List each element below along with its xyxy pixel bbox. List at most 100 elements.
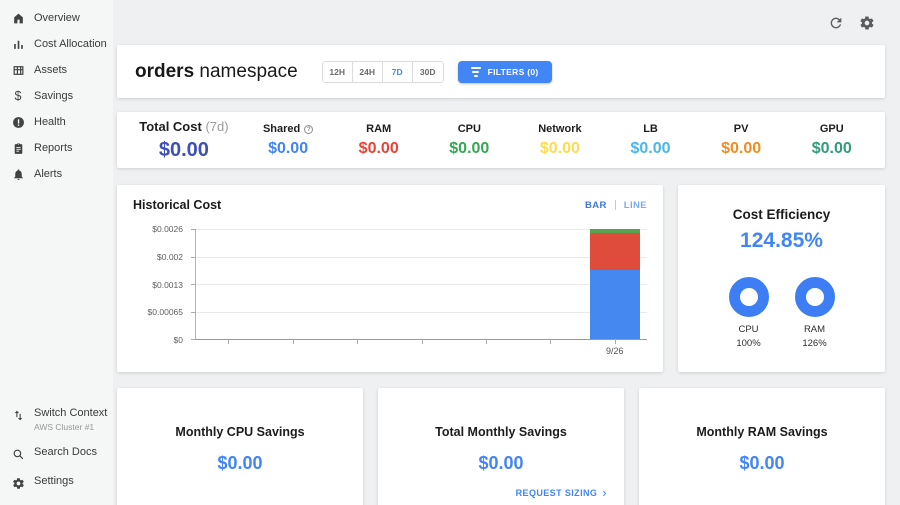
time-range-24h[interactable]: 24H — [352, 61, 383, 82]
filters-button[interactable]: FILTERS (0) — [457, 60, 552, 83]
search-icon — [11, 447, 25, 461]
savings-value: $0.00 — [739, 453, 785, 473]
savings-row: Monthly CPU Savings $0.00 Total Monthly … — [117, 388, 885, 505]
gridline — [196, 284, 647, 285]
efficiency-title: Cost Efficiency — [732, 207, 831, 222]
time-range-30d[interactable]: 30D — [412, 61, 443, 82]
x-axis-tick — [421, 339, 423, 344]
gauge-percent: 100% — [736, 338, 761, 350]
x-axis-tick — [614, 339, 616, 344]
y-axis-tick-label: $0 — [173, 335, 183, 345]
y-axis-tick — [191, 339, 196, 340]
x-axis-tick — [550, 339, 552, 344]
sidebar-item-label: Cost Allocation — [34, 38, 107, 50]
view-option-bar[interactable]: BAR — [584, 199, 607, 211]
time-range-12h[interactable]: 12H — [322, 61, 353, 82]
sidebar-footer: Switch Context AWS Cluster #1 Search Doc… — [0, 400, 113, 497]
historical-cost-chart: $0.0026 $0.002 $0.0013 $0.00065 $0 9/26 — [133, 224, 651, 362]
sidebar-item-label: Overview — [34, 12, 80, 24]
stacked-bar[interactable] — [589, 228, 640, 339]
dollar-icon: $ — [14, 89, 22, 103]
cost-efficiency-card: Cost Efficiency 124.85% CPU 100% RAM — [678, 185, 885, 372]
y-axis-tick-label: $0.0013 — [152, 279, 183, 290]
sidebar-item-reports[interactable]: Reports — [0, 135, 113, 161]
x-axis-tick — [228, 339, 230, 344]
sidebar-item-label: Assets — [34, 64, 68, 76]
savings-title: Monthly CPU Savings — [175, 425, 305, 439]
toggle-divider — [614, 200, 616, 210]
sidebar-item-savings[interactable]: $ Savings — [0, 83, 113, 109]
request-sizing-link[interactable]: REQUEST SIZING › — [516, 486, 607, 499]
chart-view-toggle: BAR LINE — [585, 200, 647, 211]
historical-cost-plot: 9/26 — [191, 228, 647, 356]
y-axis-tick — [191, 284, 196, 285]
y-axis-tick-label: $0.0026 — [152, 224, 183, 234]
switch-context-label: Switch Context — [34, 407, 108, 419]
donut-ring-icon — [728, 277, 769, 317]
alert-circle-icon — [11, 115, 25, 129]
gauge-label: CPU — [738, 324, 759, 335]
metric-label: PV — [733, 122, 749, 135]
view-option-line[interactable]: LINE — [623, 199, 647, 211]
total-monthly-savings-card: Total Monthly Savings $0.00 REQUEST SIZI… — [378, 388, 624, 505]
metric-pv: PV $0.00 — [696, 123, 787, 158]
sidebar-item-alerts[interactable]: Alerts — [0, 161, 113, 187]
metric-value: $0.00 — [158, 138, 209, 161]
filter-list-icon — [470, 66, 481, 77]
gauge-label: RAM — [803, 324, 826, 335]
namespace-name: orders — [135, 60, 195, 82]
metric-label: LB — [643, 122, 658, 135]
sidebar-item-search-docs[interactable]: Search Docs — [0, 439, 113, 468]
main-content: orders namespace 12H 24H 7D 30D FILTERS … — [113, 0, 900, 505]
metric-shared: Shared? $0.00 — [243, 123, 334, 158]
sidebar-item-settings[interactable]: Settings — [0, 468, 113, 497]
y-axis-tick — [191, 256, 196, 258]
page-title: orders namespace — [135, 61, 298, 83]
bar-segment-green-segment — [589, 228, 640, 233]
sidebar-item-cost-allocation[interactable]: Cost Allocation — [0, 31, 113, 57]
metric-lb: LB $0.00 — [605, 123, 696, 158]
y-axis-tick — [191, 311, 196, 313]
chart-title: Historical Cost — [133, 198, 222, 212]
clipboard-icon — [11, 141, 25, 155]
savings-value: $0.00 — [217, 453, 263, 473]
bell-icon — [11, 167, 25, 181]
page-header-card: orders namespace 12H 24H 7D 30D FILTERS … — [117, 45, 885, 98]
filters-button-label: FILTERS (0) — [487, 66, 539, 77]
monthly-ram-savings-card: Monthly RAM Savings $0.00 — [639, 388, 885, 505]
swap-vertical-icon — [11, 408, 25, 422]
metric-value: $0.00 — [811, 139, 852, 157]
home-icon — [11, 11, 25, 25]
gear-icon — [11, 476, 25, 490]
sidebar-item-label: Health — [34, 116, 66, 128]
info-icon[interactable]: ? — [304, 124, 314, 134]
namespace-word: namespace — [199, 60, 298, 82]
metric-ram: RAM $0.00 — [333, 123, 424, 158]
time-range-7d[interactable]: 7D — [382, 61, 413, 82]
sidebar-item-assets[interactable]: Assets — [0, 57, 113, 83]
sidebar-item-switch-context[interactable]: Switch Context AWS Cluster #1 — [0, 400, 113, 439]
metric-value: $0.00 — [721, 139, 762, 157]
sidebar-item-health[interactable]: Health — [0, 109, 113, 135]
metric-label: Network — [538, 122, 582, 135]
settings-label: Settings — [34, 475, 74, 487]
metric-value: $0.00 — [449, 139, 490, 157]
savings-value: $0.00 — [478, 453, 524, 473]
x-axis-tick — [292, 339, 294, 344]
cpu-efficiency-gauge: CPU 100% — [728, 277, 769, 352]
sidebar-item-label: Alerts — [34, 168, 63, 180]
sidebar-nav: Overview Cost Allocation Assets $ Saving… — [0, 0, 113, 187]
x-axis-tick — [485, 339, 487, 344]
monthly-cpu-savings-card: Monthly CPU Savings $0.00 — [117, 388, 363, 505]
metric-cpu: CPU $0.00 — [424, 123, 515, 158]
y-axis-tick — [191, 229, 196, 230]
metric-label: RAM — [366, 122, 392, 135]
request-sizing-label: REQUEST SIZING — [515, 487, 598, 498]
chevron-right-icon: › — [602, 485, 607, 500]
sidebar-item-overview[interactable]: Overview — [0, 5, 113, 31]
refresh-icon[interactable] — [828, 15, 844, 31]
current-cluster-label: AWS Cluster #1 — [34, 422, 95, 432]
search-docs-label: Search Docs — [34, 446, 97, 458]
gear-icon[interactable] — [859, 15, 875, 31]
